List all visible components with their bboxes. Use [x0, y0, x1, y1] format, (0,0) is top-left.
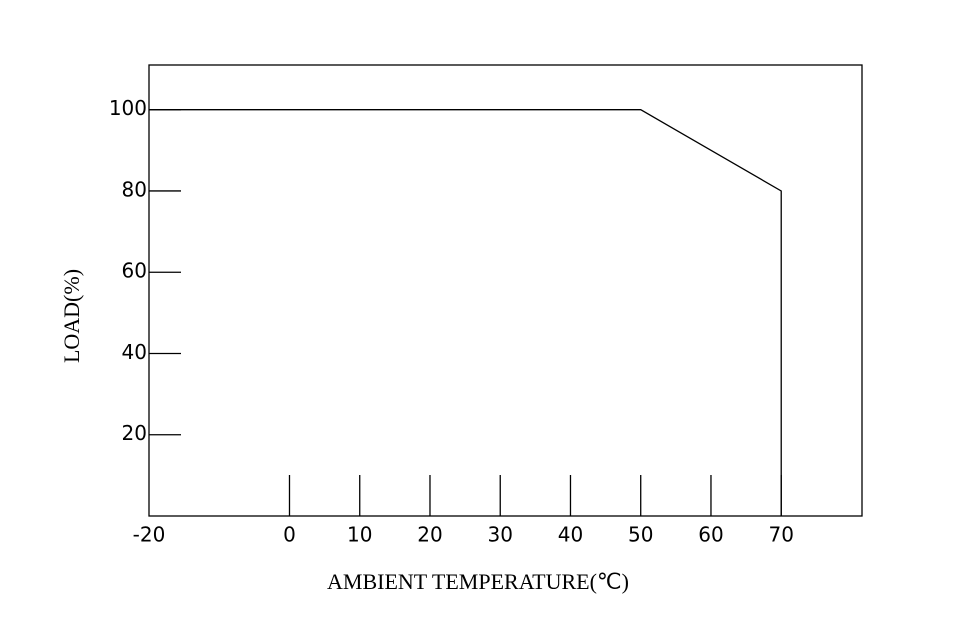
y-axis-title: LOAD(%): [59, 269, 84, 363]
y-tick-label: 100: [109, 96, 147, 120]
plot-frame: [148, 64, 863, 517]
y-tick-label: 20: [122, 421, 147, 445]
y-tick-label: 60: [122, 259, 147, 283]
x-tick-label: 70: [768, 523, 793, 547]
x-tick-label: 60: [698, 523, 723, 547]
x-tick-label: 30: [488, 523, 513, 547]
y-tick-label: 40: [122, 340, 147, 364]
x-tick-label: 20: [417, 523, 442, 547]
x-axis-title: AMBIENT TEMPERATURE(℃): [327, 569, 629, 594]
x-tick-label: 10: [347, 523, 372, 547]
y-tick-label: 80: [122, 177, 147, 201]
x-tick-label: 40: [558, 523, 583, 547]
x-tick-label: 0: [283, 523, 296, 547]
x-tick-label: -20: [133, 523, 166, 547]
x-tick-label: 50: [628, 523, 653, 547]
data-line: [149, 109, 782, 516]
